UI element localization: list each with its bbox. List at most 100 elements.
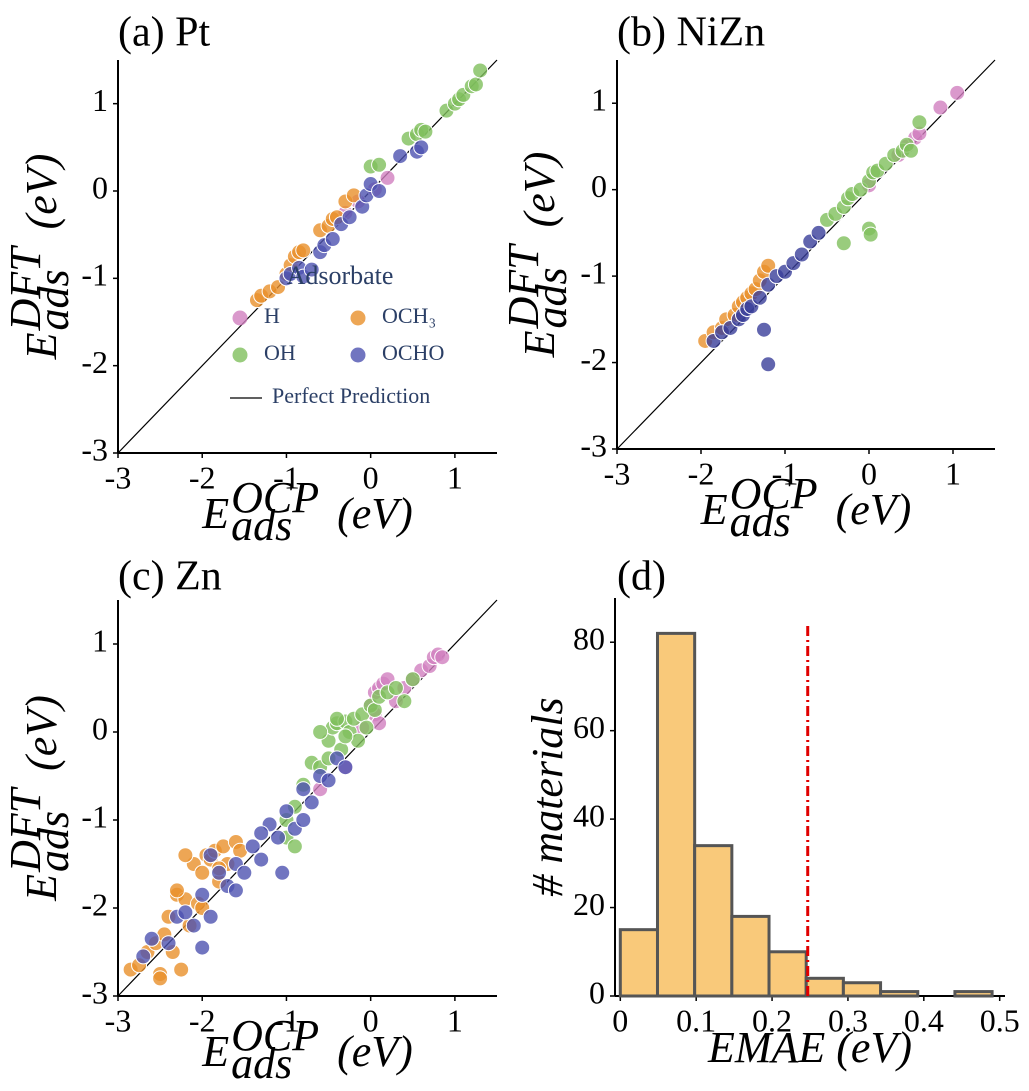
x-tick-label: -3 (105, 459, 132, 495)
point (274, 864, 291, 881)
y-tick-label: 0 (92, 710, 108, 746)
x-tick-label: 0 (363, 1002, 379, 1038)
label-sup: DFT (1, 785, 50, 873)
y-tick-label: 60 (573, 709, 605, 745)
label-sub: ads (231, 1039, 292, 1088)
bar (693, 844, 734, 998)
point (760, 356, 777, 373)
label-unit: (eV) (337, 489, 413, 538)
point (903, 142, 919, 159)
legend-label: OH (264, 340, 296, 365)
point (253, 825, 270, 842)
legend-label: OCHO (382, 340, 444, 365)
point (295, 781, 312, 798)
label-symbol: E (700, 485, 728, 534)
point (253, 851, 270, 868)
point (756, 321, 772, 338)
point (387, 680, 404, 696)
panel-title: (a) Pt (118, 10, 210, 56)
y-tick-label: -2 (81, 344, 108, 380)
point (862, 226, 879, 243)
point (194, 864, 211, 881)
x-axis-label-text: EMAE (eV) (707, 1023, 912, 1072)
point (371, 183, 388, 199)
x-tick-label: 0.2 (752, 1002, 792, 1038)
y-tick-label: 0 (92, 169, 108, 205)
point (396, 693, 413, 710)
point (295, 242, 312, 259)
x-tick-label: 0 (363, 459, 379, 495)
point (168, 882, 185, 899)
point (911, 114, 928, 131)
point (760, 257, 777, 274)
point (324, 231, 341, 248)
point (295, 812, 312, 828)
label-symbol: E (201, 1027, 229, 1076)
label-sup: DFT (1, 244, 50, 332)
legend-marker (350, 310, 366, 326)
panel-title: (c) Zn (118, 554, 222, 600)
x-tick-label: -3 (604, 455, 631, 491)
bar (730, 914, 771, 998)
panel-title: (d) (617, 554, 666, 600)
point (793, 246, 810, 263)
x-tick-label: -3 (105, 1002, 132, 1038)
y-tick-label: 40 (573, 797, 605, 833)
point (341, 209, 358, 226)
label-sup: OCP (231, 473, 319, 522)
point (303, 794, 320, 811)
label-unit: (eV) (17, 154, 66, 230)
point (328, 710, 345, 727)
y-tick-label: -3 (580, 427, 607, 463)
y-axis-label-text: # materials (523, 697, 572, 896)
point (194, 939, 211, 956)
point (227, 882, 244, 899)
point (320, 772, 337, 789)
x-tick-label: -2 (189, 459, 216, 495)
point (379, 169, 396, 186)
point (303, 261, 320, 278)
label-symbol: E (17, 332, 66, 360)
point (202, 908, 219, 925)
point (236, 864, 253, 881)
x-tick-label: -1 (273, 1002, 300, 1038)
x-tick-label: 0.5 (980, 1002, 1020, 1038)
point (413, 139, 430, 156)
point (949, 84, 966, 101)
label-sub: ads (730, 497, 791, 546)
y-tick-label: -3 (81, 431, 108, 467)
y-tick-label: -1 (81, 257, 108, 293)
y-axis-label: # materials (523, 697, 572, 896)
point (404, 671, 421, 688)
y-tick-label: -3 (81, 974, 108, 1010)
point (177, 847, 194, 864)
bar (767, 950, 808, 998)
point (751, 289, 768, 306)
bar (953, 990, 994, 998)
label-sub: ads (527, 267, 576, 328)
legend-marker (232, 310, 248, 326)
point (417, 123, 434, 140)
x-tick-label: 0.1 (676, 1002, 716, 1038)
y-tick-label: -2 (81, 886, 108, 922)
x-tick-label: 1 (945, 455, 961, 491)
point (211, 864, 228, 881)
x-tick-label: 0.3 (828, 1002, 868, 1038)
point (312, 724, 329, 740)
point (194, 886, 211, 903)
legend-title: Adsorbate (287, 261, 394, 290)
label-unit: (eV) (515, 152, 564, 228)
label-unit: (eV) (17, 695, 66, 771)
point (366, 702, 383, 718)
label-sub: ads (231, 501, 292, 550)
x-tick-label: 1 (447, 1002, 463, 1038)
y-tick-label: 20 (573, 886, 605, 922)
label-sup: OCP (231, 1011, 319, 1060)
point (244, 838, 261, 855)
